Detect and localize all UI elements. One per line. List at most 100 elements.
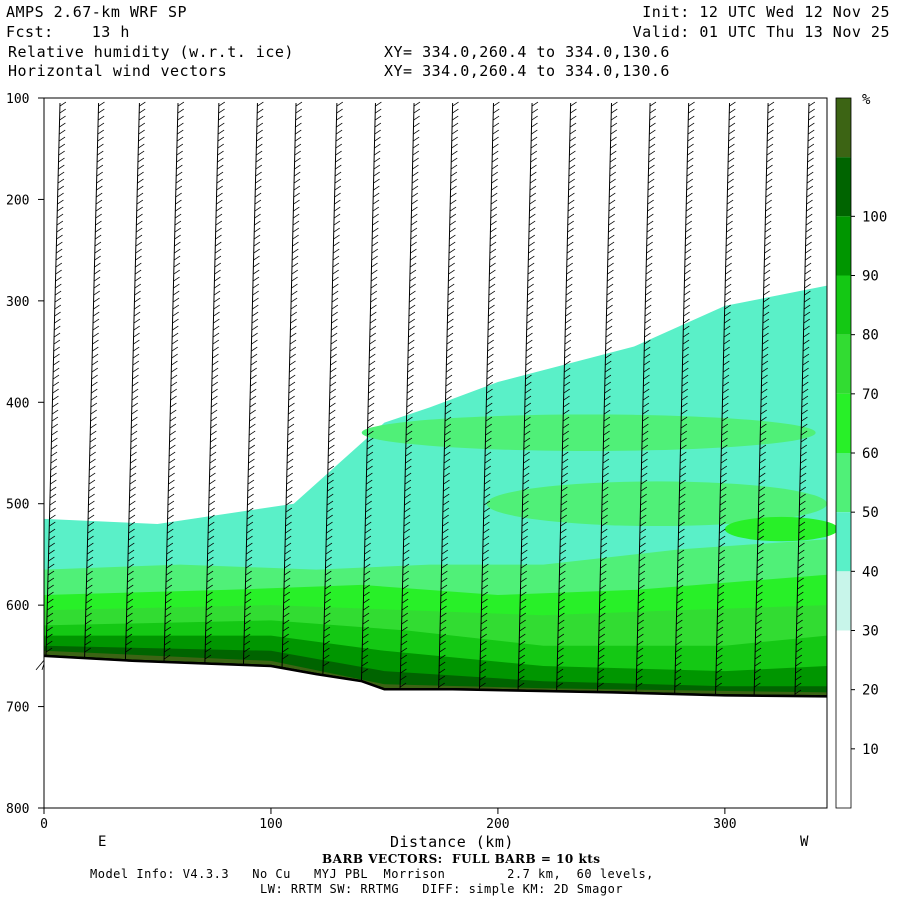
barb-flag: [562, 423, 570, 429]
barb-flag: [293, 206, 300, 212]
barb-flag: [603, 409, 611, 415]
colorbar-swatch: [836, 571, 851, 631]
left-end-label: E: [98, 834, 106, 850]
barb-flag: [56, 241, 63, 247]
barb-flag: [165, 577, 173, 583]
y-tick-label: 600: [6, 599, 29, 614]
barb-flag: [327, 465, 335, 471]
barb-flag: [173, 269, 180, 275]
barb-flag: [325, 556, 332, 562]
barb-flag: [682, 353, 689, 359]
barb-flag: [92, 311, 100, 317]
barb-flag: [644, 332, 651, 338]
barb-flag: [801, 416, 808, 422]
barb-flag: [609, 192, 616, 198]
barb-flag: [486, 381, 493, 387]
barb-flag: [165, 570, 173, 576]
barb-flag: [47, 584, 54, 590]
barb-flag: [333, 227, 340, 233]
barb-flag: [561, 486, 568, 492]
barb-flag: [366, 479, 373, 485]
barb-flag: [134, 290, 141, 296]
barb-flag: [209, 458, 217, 464]
barb-flag: [255, 164, 263, 170]
barb-flag: [805, 255, 812, 261]
barb-flag: [602, 479, 609, 485]
barb-flag: [727, 185, 734, 191]
barb-flag: [518, 668, 525, 674]
barb-flag: [519, 612, 527, 618]
barb-flag: [59, 115, 66, 121]
barb-flag: [97, 136, 104, 142]
barb-flag: [130, 437, 138, 443]
barb-flag: [606, 290, 614, 296]
colorbar-label: 30: [862, 624, 879, 640]
barb-flag: [92, 325, 100, 331]
barb-flag: [728, 129, 736, 135]
barb-flag: [371, 234, 379, 240]
barb-flag: [287, 423, 295, 429]
barb-flag: [482, 556, 489, 562]
barb-flag: [130, 458, 137, 464]
barb-flag: [46, 619, 54, 625]
barb-flag: [205, 605, 213, 611]
barb-flag: [602, 472, 609, 478]
barb-flag: [686, 185, 693, 191]
barb-flag: [799, 479, 807, 485]
barb-flag: [491, 164, 499, 170]
barb-flag: [440, 598, 447, 604]
barb-flag: [170, 388, 177, 394]
barb-flag: [92, 339, 99, 345]
barb-flag: [54, 297, 62, 303]
barb-flag: [563, 381, 571, 387]
barb-flag: [757, 528, 765, 534]
barb-flag: [600, 563, 607, 569]
barb-flag: [129, 465, 137, 471]
barb-flag: [523, 458, 530, 464]
barb-flag: [446, 353, 453, 359]
barb-flag: [127, 563, 134, 569]
barb-flag: [760, 409, 767, 415]
barb-flag: [49, 507, 56, 513]
barb-flag: [686, 171, 694, 177]
barb-flag: [724, 318, 731, 324]
barb-flag: [97, 129, 105, 135]
barb-flag: [681, 374, 689, 380]
barb-flag: [523, 465, 530, 471]
barb-flag: [488, 290, 496, 296]
barb-flag: [252, 283, 260, 289]
barb-flag: [754, 647, 762, 653]
barb-flag: [50, 465, 57, 471]
barb-flag: [568, 185, 575, 191]
barb-flag: [372, 192, 380, 198]
x-axis-label: Distance (km): [390, 833, 514, 851]
barb-flag: [328, 416, 336, 422]
barb-flag: [724, 283, 732, 289]
barb-flag: [763, 269, 771, 275]
barb-flag: [325, 549, 333, 555]
barb-flag: [97, 150, 104, 156]
barb-flag: [170, 409, 177, 415]
barb-flag: [647, 213, 654, 219]
barb-flag: [803, 332, 810, 338]
barb-flag: [679, 458, 687, 464]
barb-flag: [327, 486, 334, 492]
barb-flag: [335, 129, 343, 135]
barb-flag: [92, 332, 99, 338]
barb-flag: [492, 150, 499, 156]
barb-flag: [530, 136, 538, 142]
barb-flag: [723, 346, 730, 352]
barb-flag: [176, 164, 183, 170]
barb-flag: [176, 143, 184, 149]
barb-flag: [604, 367, 612, 373]
barb-flag: [52, 374, 60, 380]
barb-flag: [568, 199, 575, 205]
barb-flag: [331, 290, 339, 296]
barb-flag: [637, 626, 644, 632]
barb-flag: [597, 661, 605, 667]
barb-flag: [132, 353, 140, 359]
barb-flag: [210, 423, 217, 429]
barb-flag: [717, 591, 725, 597]
barb-flag: [756, 591, 763, 597]
barb-flag: [138, 129, 145, 135]
